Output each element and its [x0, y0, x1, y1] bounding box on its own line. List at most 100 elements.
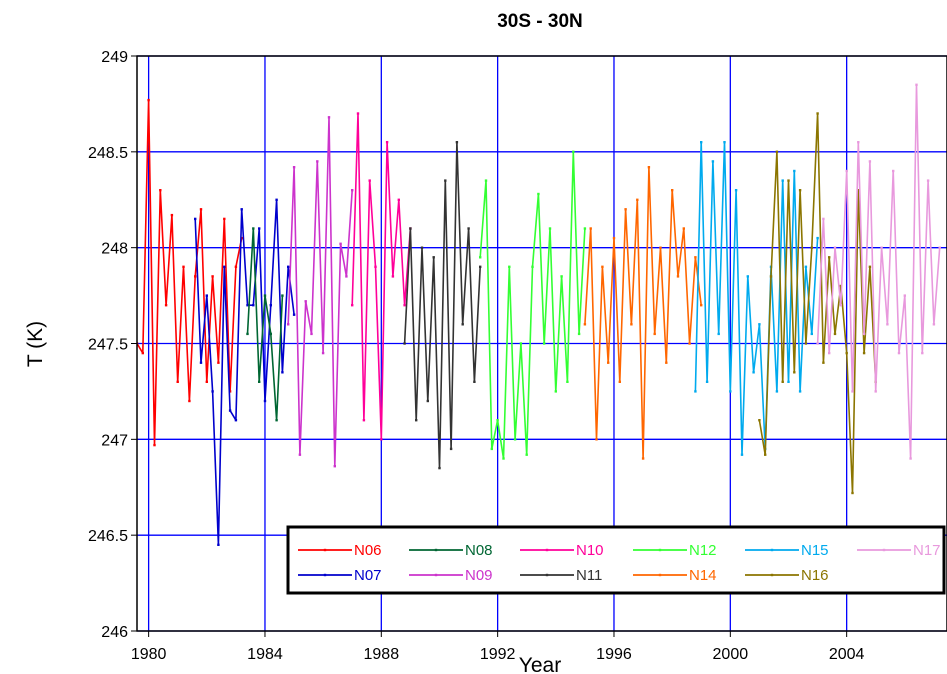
data-point — [490, 447, 493, 451]
data-point — [839, 304, 842, 307]
data-point — [205, 380, 208, 383]
legend-label: N16 — [801, 567, 829, 584]
data-point — [292, 166, 296, 169]
data-point — [647, 166, 651, 169]
data-point — [223, 265, 226, 268]
series-n15 — [694, 141, 819, 456]
series-n17 — [816, 83, 941, 460]
data-point — [479, 265, 482, 268]
data-point — [199, 208, 203, 211]
data-point — [543, 342, 546, 345]
data-point — [351, 189, 354, 192]
data-point — [583, 323, 587, 326]
y-axis-label: T (K) — [24, 321, 47, 367]
x-axis-label: Year — [519, 654, 561, 674]
legend-marker — [770, 573, 774, 577]
legend-marker — [434, 548, 438, 552]
data-point — [537, 192, 540, 196]
series-line — [584, 166, 702, 460]
data-point — [665, 361, 668, 364]
data-point — [281, 371, 284, 374]
data-point — [694, 256, 697, 259]
data-point — [583, 227, 587, 230]
data-point — [380, 438, 383, 441]
legend-marker — [882, 548, 886, 552]
legend-item-n06: N06 — [298, 542, 382, 559]
data-point — [804, 265, 808, 268]
legend-label: N07 — [354, 567, 382, 584]
data-point — [513, 438, 517, 441]
data-point — [682, 227, 685, 230]
data-point — [281, 294, 284, 297]
legend-label: N12 — [689, 542, 717, 559]
data-point — [798, 189, 802, 192]
data-point — [758, 323, 761, 326]
data-point — [182, 265, 185, 268]
data-point — [938, 246, 941, 249]
data-point — [368, 179, 371, 182]
data-point — [775, 150, 779, 153]
legend-label: N17 — [913, 542, 941, 559]
series-line — [287, 116, 353, 468]
y-tick-label: 247 — [101, 432, 128, 449]
data-point — [607, 361, 610, 364]
data-point — [438, 466, 441, 470]
data-point — [577, 332, 581, 336]
data-point — [798, 390, 802, 393]
y-tick-label: 247.5 — [88, 337, 128, 354]
data-point — [508, 265, 511, 268]
data-point — [333, 465, 336, 468]
data-point — [153, 443, 156, 447]
data-point — [915, 83, 918, 86]
x-tick-label: 1980 — [131, 646, 167, 663]
series-line — [479, 151, 586, 460]
legend-label: N11 — [576, 567, 602, 584]
data-point — [409, 227, 412, 230]
data-point — [618, 380, 621, 383]
data-point — [217, 543, 220, 546]
data-point — [141, 351, 144, 355]
data-point — [432, 256, 435, 259]
x-tick-label: 1996 — [596, 646, 632, 663]
data-point — [612, 236, 616, 240]
legend: N06 N08 N10 N12 N15 N17 N07 N09 N11 N14 N16 — [286, 525, 946, 595]
data-point — [287, 265, 290, 268]
data-point — [345, 275, 348, 278]
data-point — [828, 351, 831, 355]
data-point — [217, 361, 220, 364]
data-point — [461, 323, 464, 326]
data-point — [246, 304, 249, 307]
data-point — [263, 294, 267, 297]
legend-label: N09 — [465, 567, 493, 584]
data-point — [717, 332, 720, 336]
data-point — [455, 141, 459, 144]
data-point — [403, 304, 406, 307]
data-point — [775, 390, 779, 393]
data-point — [822, 217, 825, 221]
y-tick-label: 249 — [101, 49, 128, 66]
data-point — [519, 342, 523, 345]
data-point — [816, 236, 819, 240]
data-point — [810, 332, 813, 336]
data-point — [415, 419, 418, 422]
data-point — [705, 380, 709, 383]
x-tick-label: 2000 — [713, 646, 749, 663]
data-point — [502, 457, 505, 460]
data-point — [496, 419, 499, 422]
data-point — [700, 304, 703, 307]
data-point — [205, 294, 208, 297]
legend-item-n12: N12 — [633, 542, 717, 559]
data-point — [845, 351, 848, 355]
data-point — [781, 380, 784, 383]
legend-label: N08 — [465, 542, 493, 559]
data-point — [130, 323, 132, 325]
data-point — [548, 227, 552, 230]
data-point — [339, 242, 342, 245]
x-tick-labels: 1980 1984 1988 1992 1996 2000 2004 — [131, 646, 865, 663]
data-point — [199, 361, 203, 364]
data-point — [897, 351, 901, 355]
legend-label: N06 — [354, 542, 382, 559]
data-point — [356, 112, 360, 115]
data-point — [839, 284, 842, 288]
